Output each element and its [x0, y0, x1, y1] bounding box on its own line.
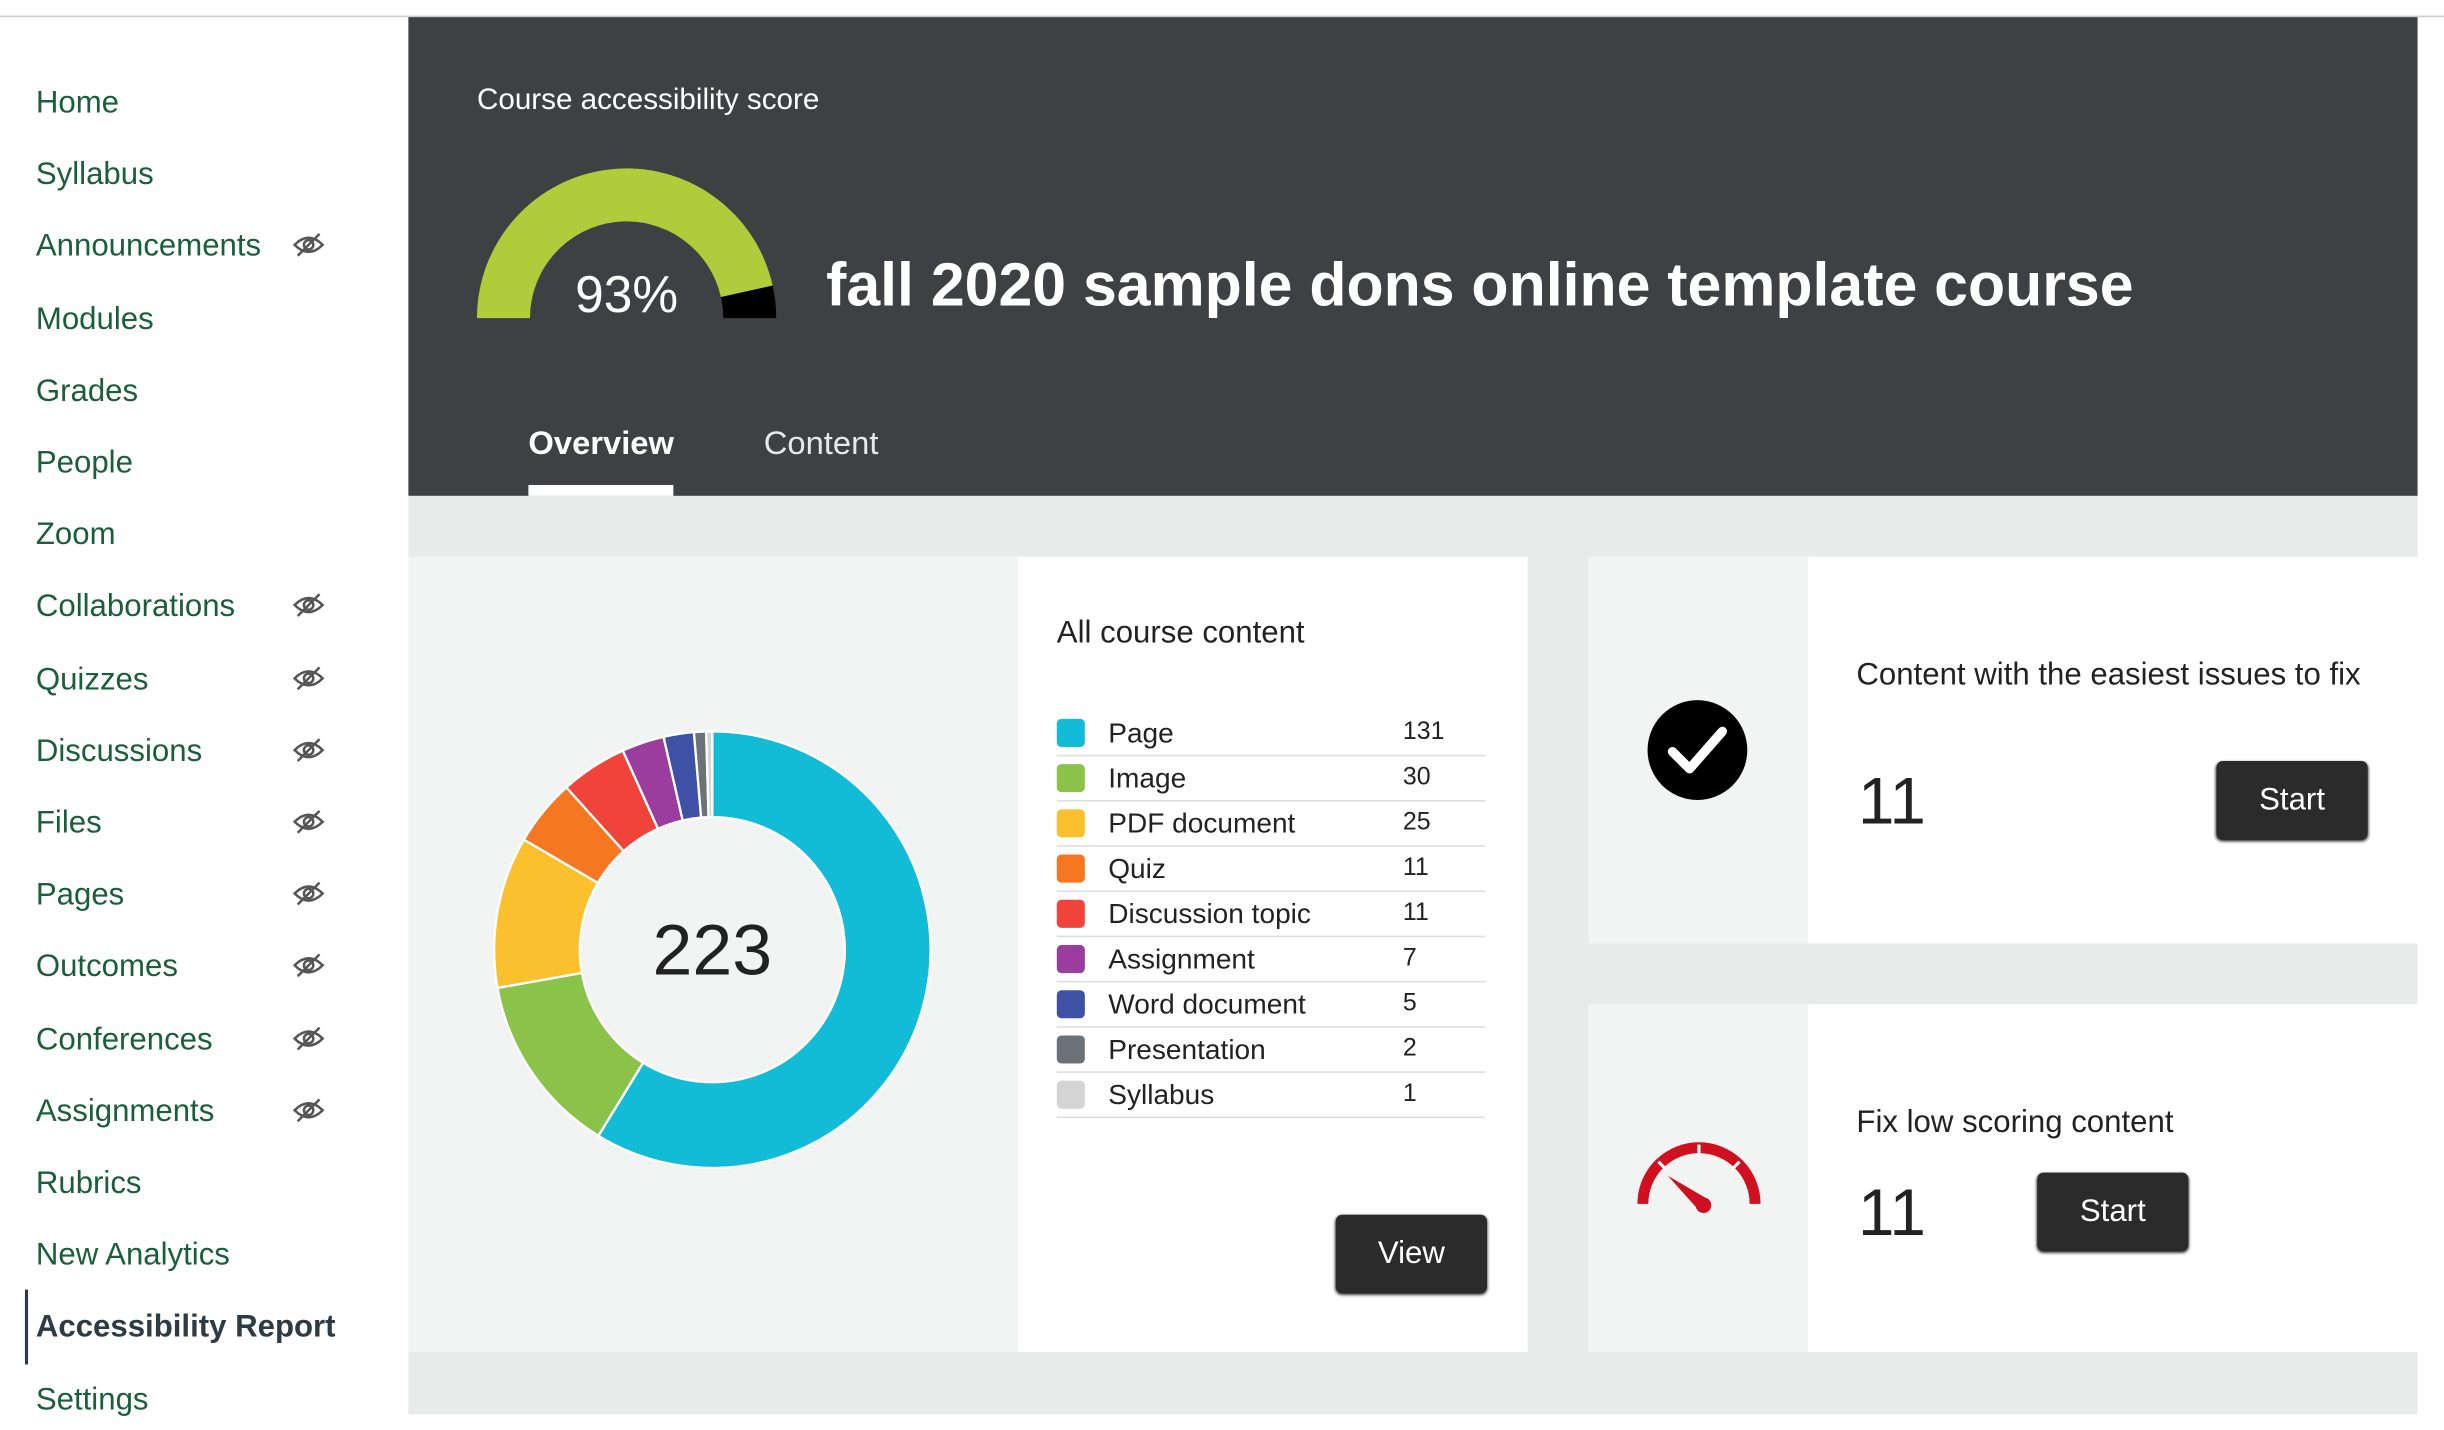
nav-link[interactable]: Home: [35, 85, 120, 121]
nav-link[interactable]: Settings: [35, 1382, 149, 1417]
legend-row: Image 30: [1056, 756, 1486, 802]
nav-link[interactable]: Quizzes: [35, 662, 149, 697]
legend-count: 7: [1402, 944, 1417, 972]
donut-segment: [704, 730, 714, 819]
nav-link[interactable]: Accessibility Report: [35, 1310, 336, 1345]
legend-row: Assignment 7: [1056, 937, 1486, 983]
nav-link[interactable]: Assignments: [35, 1094, 215, 1129]
legend-count: 131: [1402, 718, 1445, 746]
nav-link[interactable]: Outcomes: [35, 950, 178, 985]
legend-swatch: [1056, 990, 1085, 1019]
nav-link[interactable]: Grades: [35, 373, 139, 409]
legend-swatch: [1056, 1035, 1085, 1064]
legend-label: Presentation: [1108, 1033, 1266, 1066]
nav-link[interactable]: Zoom: [35, 518, 116, 553]
donut-chart: [492, 730, 932, 1170]
legend-label: PDF document: [1108, 807, 1296, 839]
card-title: Content with the easiest issues to fix: [1856, 658, 2361, 693]
legend-row: Syllabus 1: [1056, 1073, 1486, 1119]
view-button[interactable]: View: [1335, 1214, 1487, 1293]
legend: Page 131 Image 30 PDF document 25 Quiz 11 Discus…: [1056, 711, 1486, 1119]
legend-label: Syllabus: [1108, 1079, 1215, 1111]
nav-link[interactable]: Rubrics: [35, 1166, 142, 1201]
nav-link[interactable]: Files: [35, 806, 102, 841]
legend-count: 2: [1402, 1035, 1417, 1062]
hidden-icon: [292, 1026, 325, 1050]
hidden-icon: [292, 233, 325, 258]
legend-count: 1: [1402, 1080, 1417, 1108]
legend-label: Discussion topic: [1108, 898, 1311, 930]
start-button[interactable]: Start: [2216, 760, 2368, 839]
total: 223: [652, 909, 773, 991]
score-label: 93%: [575, 265, 679, 323]
card-title: Fix low scoring content: [1856, 1105, 2174, 1140]
gauge-remainder: [720, 285, 777, 319]
legend-label: Image: [1108, 762, 1187, 794]
hidden-icon: [292, 593, 325, 618]
legend-label: Page: [1108, 717, 1174, 749]
legend-row: Presentation 2: [1056, 1028, 1486, 1073]
card-count: 11: [1857, 1175, 1926, 1250]
tab[interactable]: Content: [763, 425, 879, 462]
nav-link[interactable]: Pages: [35, 878, 125, 913]
check-icon: [1647, 700, 1748, 800]
nav-link[interactable]: New Analytics: [35, 1238, 230, 1273]
tab-underline: [528, 484, 674, 496]
hidden-icon: [292, 882, 325, 906]
score-title: Course accessibility score: [476, 84, 820, 117]
card-panel: [1808, 556, 2418, 944]
legend-swatch: [1056, 899, 1085, 928]
legend-row: Discussion topic 11: [1056, 892, 1486, 938]
nav-link[interactable]: Syllabus: [35, 157, 154, 193]
course-name: fall 2020 sample dons online template co…: [826, 252, 2134, 320]
legend-swatch: [1056, 854, 1085, 883]
top-border: [0, 15, 2444, 18]
score-gauge: [476, 168, 777, 319]
legend-count: 5: [1402, 990, 1417, 1017]
legend-count: 11: [1402, 854, 1429, 882]
gauge-fill: [476, 168, 773, 319]
hidden-icon: [292, 737, 325, 762]
legend-row: Page 131: [1056, 711, 1486, 757]
legend-count: 25: [1402, 809, 1431, 836]
legend-swatch: [1056, 1080, 1085, 1109]
legend-row: Quiz 11: [1056, 847, 1486, 892]
nav-link[interactable]: People: [35, 445, 133, 481]
start-button[interactable]: Start: [2037, 1172, 2189, 1251]
legend-swatch: [1056, 764, 1085, 793]
legend-label: Quiz: [1108, 852, 1166, 885]
legend-title: All course content: [1056, 615, 1305, 651]
nav-link[interactable]: Collaborations: [35, 590, 236, 625]
legend-count: 11: [1402, 899, 1429, 927]
hidden-icon: [292, 954, 325, 978]
hidden-icon: [292, 665, 325, 690]
nav-link[interactable]: Announcements: [35, 229, 262, 265]
legend-swatch: [1056, 809, 1085, 838]
legend-label: Word document: [1108, 988, 1306, 1020]
tab[interactable]: Overview: [528, 425, 674, 462]
nav-link[interactable]: Modules: [35, 301, 154, 337]
legend-count: 30: [1402, 764, 1431, 791]
card-icon-panel: [1588, 1004, 1809, 1352]
card-count: 11: [1857, 764, 1926, 838]
active-indicator: [24, 1290, 29, 1366]
donut-segment: [596, 730, 932, 1170]
legend-swatch: [1056, 718, 1085, 747]
legend-swatch: [1056, 944, 1085, 974]
legend-row: PDF document 25: [1056, 802, 1486, 847]
legend-label: Assignment: [1108, 943, 1255, 975]
speed-icon: [1637, 1142, 1761, 1214]
nav-link[interactable]: Discussions: [35, 734, 203, 769]
nav-link[interactable]: Conferences: [35, 1022, 213, 1057]
hidden-icon: [292, 1098, 325, 1122]
legend-row: Word document 5: [1056, 982, 1486, 1028]
hidden-icon: [292, 810, 325, 834]
